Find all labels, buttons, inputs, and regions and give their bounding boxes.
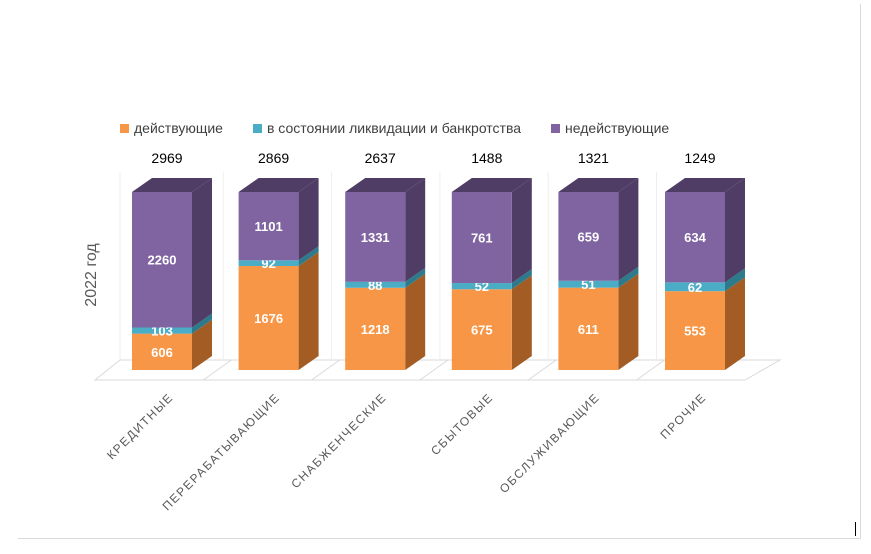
legend-item-inactive: недействующие <box>551 120 669 136</box>
data-label: 675 <box>471 323 493 338</box>
category-label: ПЕРЕРАБАТЫВАЮЩИЕ <box>160 390 283 513</box>
bar-segment-2 <box>451 192 512 284</box>
legend-swatch <box>551 123 561 133</box>
bar-segment-2 <box>345 192 406 282</box>
bar-segment-2 <box>665 192 725 283</box>
bar-side-0 <box>405 273 426 370</box>
data-label: 1676 <box>254 311 283 326</box>
floor-divider <box>636 359 665 381</box>
bar-side-1 <box>192 313 212 334</box>
legend-label: в состоянии ликвидации и банкротства <box>266 120 522 136</box>
bar-side-0 <box>511 275 532 370</box>
category-label: ОБСЛУЖИВАЮЩИЕ <box>497 390 603 496</box>
bar-segment-0 <box>558 287 619 370</box>
data-label: 761 <box>471 231 493 246</box>
bar-side-2 <box>298 178 319 261</box>
bar-segment-1 <box>132 327 192 334</box>
bar-top <box>132 178 212 192</box>
legend: действующие в состоянии ликвидации и бан… <box>120 120 669 136</box>
bar-side-1 <box>511 269 532 290</box>
floor-divider <box>311 359 340 381</box>
bar-segment-0 <box>132 333 192 370</box>
category-label: КРЕДИТНЫЕ <box>104 390 176 462</box>
chart-frame <box>18 4 861 539</box>
legend-item-liquidation: в состоянии ликвидации и банкротства <box>252 120 522 136</box>
bar-segment-1 <box>451 283 512 290</box>
data-label: 611 <box>578 322 599 337</box>
bar-side-2 <box>511 178 532 284</box>
bar-side-0 <box>618 273 639 370</box>
legend-label: недействующие <box>565 120 670 136</box>
bar-segment-0 <box>665 291 725 370</box>
category-label: СНАБЖЕНЧЕСКИЕ <box>288 390 389 491</box>
total-label: 2637 <box>365 150 396 166</box>
bar-top <box>238 178 319 192</box>
bar-side-0 <box>725 277 745 370</box>
text-cursor <box>855 522 856 536</box>
data-label: 634 <box>684 230 706 245</box>
total-label: 2969 <box>151 150 182 166</box>
bar-top <box>345 178 426 192</box>
total-label: 2869 <box>258 150 289 166</box>
bar-side-2 <box>725 178 745 283</box>
bar-side-1 <box>298 246 319 267</box>
bar-segment-1 <box>558 280 619 288</box>
bar-side-1 <box>405 267 426 288</box>
data-label: 553 <box>684 324 706 339</box>
bar-side-2 <box>405 178 426 282</box>
legend-swatch <box>252 123 262 133</box>
total-label: 1488 <box>471 150 502 166</box>
data-label: 62 <box>688 280 702 295</box>
category-label: СБЫТОВЫЕ <box>428 390 496 458</box>
bar-side-0 <box>192 319 212 370</box>
bar-side-1 <box>725 268 745 292</box>
data-label: 2260 <box>148 253 177 268</box>
floor-divider <box>527 359 557 381</box>
bar-segment-0 <box>451 289 512 370</box>
data-label: 51 <box>581 277 595 292</box>
data-label: 1101 <box>254 219 282 234</box>
bar-side-0 <box>298 252 319 370</box>
bar-side-2 <box>192 178 212 328</box>
legend-swatch <box>120 123 129 133</box>
y-axis-label: 2022 год <box>83 243 100 307</box>
bar-segment-1 <box>238 260 299 267</box>
bar-side-2 <box>618 178 639 281</box>
data-label: 1331 <box>361 230 390 245</box>
total-label: 1321 <box>578 150 609 166</box>
data-label: 606 <box>151 345 173 360</box>
data-label: 659 <box>578 229 600 244</box>
bar-top <box>451 178 532 192</box>
legend-label: действующие <box>134 120 223 136</box>
category-label: ПРОЧИЕ <box>657 390 709 442</box>
total-label: 1249 <box>684 150 715 166</box>
legend-item-active: действующие <box>120 120 223 136</box>
bar-segment-2 <box>238 192 299 261</box>
bar-top <box>665 178 745 192</box>
bar-segment-0 <box>238 266 299 370</box>
bar-segment-1 <box>665 282 725 292</box>
floor-divider <box>203 359 232 381</box>
bar-segment-1 <box>345 281 406 288</box>
floor-divider <box>419 359 449 381</box>
bar-segment-2 <box>558 192 619 281</box>
bar-segment-0 <box>345 287 406 370</box>
bar-top <box>558 178 639 192</box>
bar-side-1 <box>618 266 639 288</box>
data-label: 1218 <box>361 322 390 337</box>
bar-segment-2 <box>132 192 192 328</box>
